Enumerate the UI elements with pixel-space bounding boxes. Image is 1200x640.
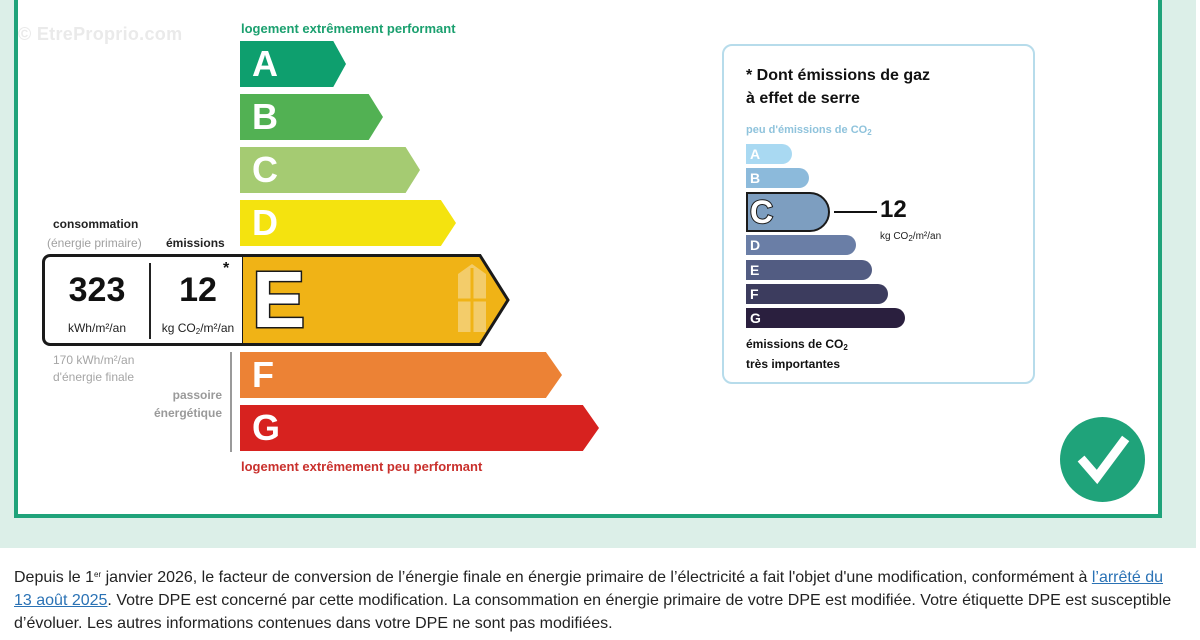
bottom-performance-label: logement extrêmement peu performant — [241, 459, 483, 474]
ges-low-label: peu d'émissions de CO2 — [746, 124, 872, 137]
final-energy-note: 170 kWh/m²/an d'énergie finale — [53, 353, 135, 384]
emissions-label: émissions — [166, 236, 225, 250]
dpe-class-c: C — [240, 147, 420, 193]
ges-panel: * Dont émissions de gaz à effet de serre… — [722, 44, 1035, 384]
dpe-values-box: 323 kWh/m²/an 12 * kg CO2/m²/an — [42, 254, 242, 346]
emissions-unit: kg CO2/m²/an — [161, 321, 235, 336]
emissions-asterisk: * — [223, 260, 230, 277]
ges-title: * Dont émissions de gaz à effet de serre — [746, 67, 931, 107]
dpe-class-a: A — [240, 41, 346, 87]
consumption-value: 323 — [68, 271, 126, 309]
ges-class-b: B — [746, 168, 809, 188]
dpe-class-e-current: E — [240, 254, 510, 346]
dpe-class-b: B — [240, 94, 383, 140]
consumption-unit: kWh/m²/an — [67, 321, 126, 335]
checkmark-icon — [1077, 435, 1130, 485]
watermark: © EtreProprio.com — [18, 24, 183, 44]
ges-class-c-current: C — [746, 192, 830, 232]
ges-class-f: F — [746, 284, 888, 304]
emissions-value: 12 — [179, 271, 217, 309]
values-divider — [149, 263, 151, 339]
passoire-label: passoire énergétique — [153, 388, 222, 420]
ges-class-e: E — [746, 260, 872, 280]
checkmark-badge — [1060, 417, 1145, 502]
consumption-label: consommation — [53, 217, 139, 231]
dpe-notice-paragraph: Depuis le 1er janvier 2026, le facteur d… — [14, 569, 1172, 632]
house-icon — [458, 264, 502, 332]
arrete-link[interactable]: l’arrêté du 13 août 2025 — [14, 569, 1163, 609]
primary-energy-label: (énergie primaire) — [47, 236, 142, 250]
ges-value-pointer — [834, 211, 877, 213]
top-performance-label: logement extrêmement performant — [241, 21, 456, 36]
passoire-bracket — [230, 352, 232, 452]
ges-value: 12 — [880, 196, 907, 223]
ges-high-label: émissions de CO2 très importantes — [746, 337, 848, 371]
ges-class-d: D — [746, 235, 856, 255]
dpe-class-g: G — [240, 405, 599, 451]
class-e-arrow-shape — [240, 254, 510, 346]
ges-class-g: G — [746, 308, 905, 328]
ges-unit: kg CO2/m²/an — [880, 231, 942, 243]
ges-class-a: A — [746, 144, 792, 164]
dpe-class-d: D — [240, 200, 456, 246]
dpe-class-f: F — [240, 352, 562, 398]
